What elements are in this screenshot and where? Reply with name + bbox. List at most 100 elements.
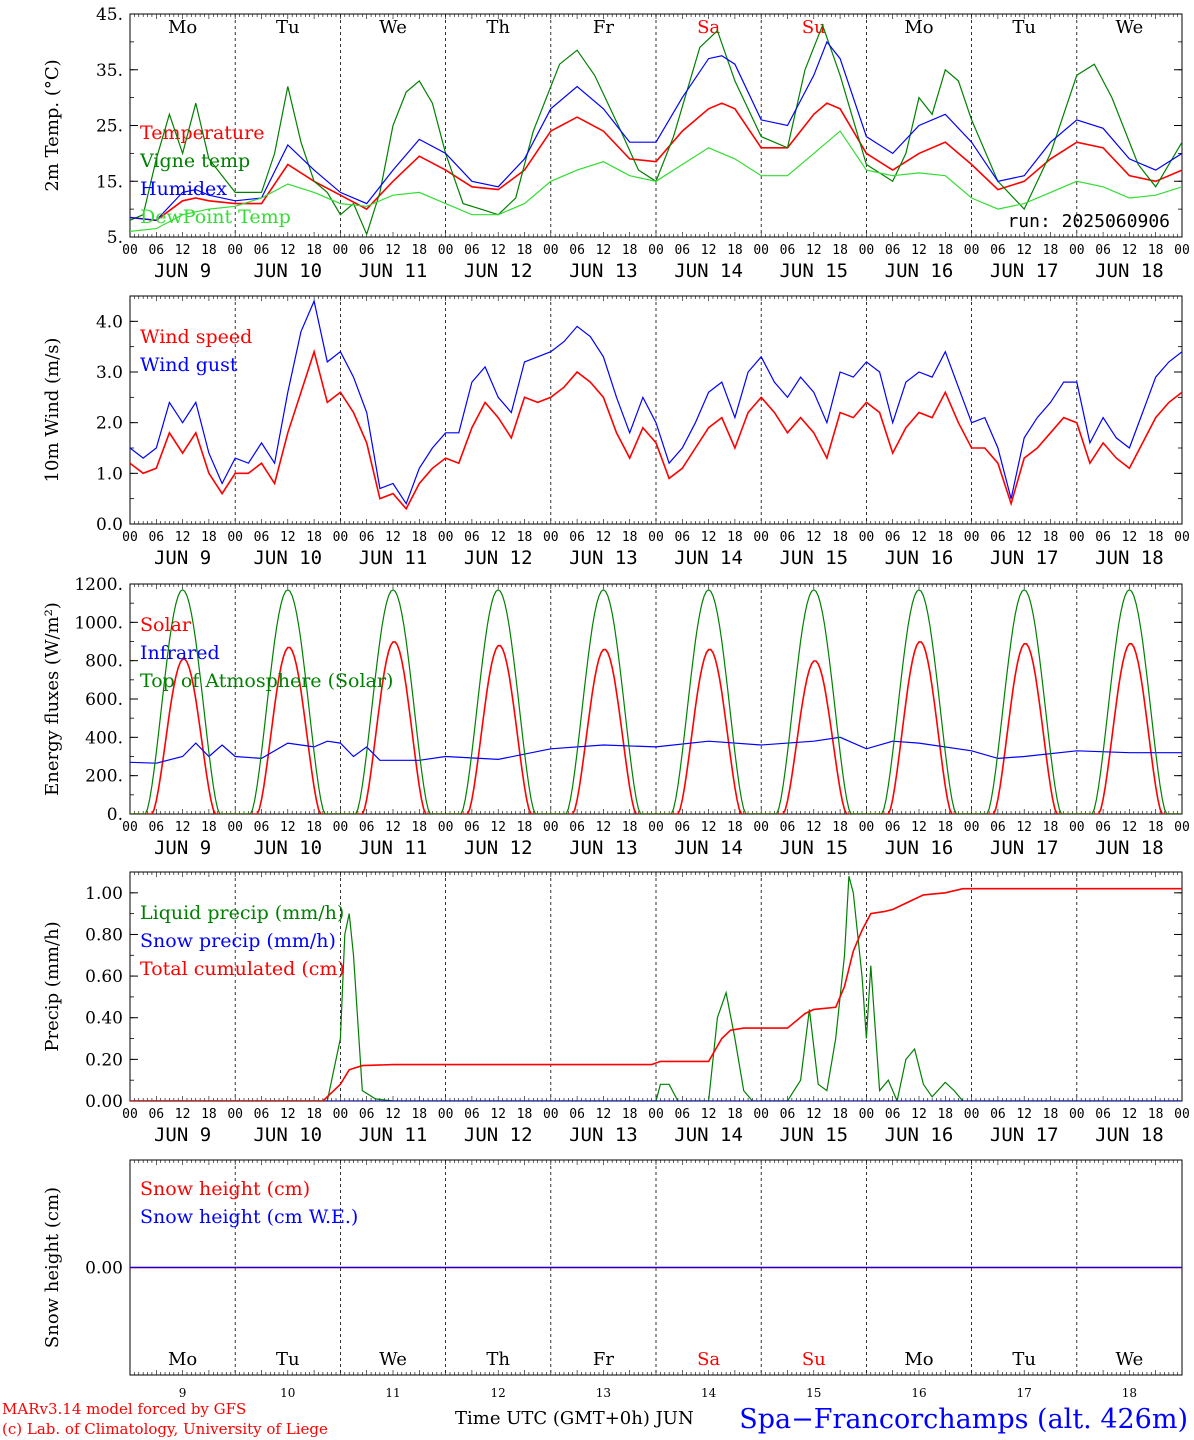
- y-tick-label: 800.: [85, 652, 123, 672]
- hour-tick-label: 00: [1174, 530, 1190, 545]
- hour-tick-label: 00: [1174, 243, 1190, 258]
- date-label: JUN 18: [1095, 260, 1164, 282]
- hour-tick-label: 00: [227, 1107, 243, 1122]
- hour-tick-label: 12: [1122, 820, 1138, 835]
- hour-tick-label: 00: [122, 243, 138, 258]
- day-number: 16: [911, 1386, 926, 1400]
- day-number: 13: [596, 1386, 611, 1400]
- day-name-bottom: Sa: [697, 1349, 720, 1370]
- hour-tick-label: 18: [201, 243, 217, 258]
- hour-tick-label: 18: [1148, 530, 1164, 545]
- legend-entry: Snow height (cm): [140, 1178, 310, 1200]
- legend-entry: Snow precip (mm/h): [140, 930, 336, 952]
- y-tick-label: 25.: [96, 117, 123, 137]
- y-tick-label: 1000.: [74, 613, 123, 633]
- date-label: JUN 17: [990, 1124, 1059, 1146]
- hour-tick-label: 18: [622, 243, 638, 258]
- hour-tick-label: 00: [438, 530, 454, 545]
- hour-tick-label: 12: [175, 530, 191, 545]
- hour-tick-label: 00: [1174, 1107, 1190, 1122]
- day-name-bottom: Tu: [1012, 1349, 1036, 1370]
- series-line-wind-speed: [130, 348, 1182, 511]
- hour-tick-label: 12: [911, 243, 927, 258]
- hour-tick-label: 00: [543, 530, 559, 545]
- day-name: Fr: [593, 17, 614, 38]
- y-tick-label: 0.80: [85, 925, 123, 945]
- hour-tick-label: 06: [780, 1107, 796, 1122]
- hour-tick-label: 00: [859, 530, 875, 545]
- y-axis-label: Precip (mm/h): [42, 921, 63, 1051]
- day-number: 17: [1017, 1386, 1032, 1400]
- hour-tick-label: 00: [1069, 243, 1085, 258]
- date-label: JUN 14: [674, 260, 743, 282]
- hour-tick-label: 12: [385, 530, 401, 545]
- hour-tick-label: 06: [148, 530, 164, 545]
- hour-tick-label: 06: [1095, 530, 1111, 545]
- y-axis-label: 2m Temp. (°C): [42, 59, 63, 191]
- hour-tick-label: 12: [806, 1107, 822, 1122]
- hour-tick-label: 00: [122, 820, 138, 835]
- date-label: JUN 17: [990, 547, 1059, 569]
- hour-tick-label: 00: [859, 1107, 875, 1122]
- day-name-bottom: We: [379, 1349, 407, 1370]
- hour-tick-label: 18: [306, 1107, 322, 1122]
- hour-tick-label: 18: [201, 530, 217, 545]
- hour-tick-label: 06: [990, 820, 1006, 835]
- hour-tick-label: 06: [569, 820, 585, 835]
- date-label: JUN 18: [1095, 547, 1164, 569]
- day-number: 11: [385, 1386, 400, 1400]
- station-title: Spa−Francorchamps (alt. 426m): [739, 1404, 1188, 1435]
- date-label: JUN 11: [359, 547, 428, 569]
- y-tick-label: 400.: [85, 728, 123, 748]
- hour-tick-label: 06: [780, 820, 796, 835]
- hour-tick-label: 12: [490, 530, 506, 545]
- hour-tick-label: 12: [911, 530, 927, 545]
- date-label: JUN 12: [464, 837, 533, 859]
- hour-tick-label: 00: [438, 1107, 454, 1122]
- date-label: JUN 15: [779, 1124, 848, 1146]
- day-name-bottom: Fr: [593, 1349, 614, 1370]
- hour-tick-label: 00: [543, 243, 559, 258]
- hour-tick-label: 06: [674, 820, 690, 835]
- hour-tick-label: 00: [438, 243, 454, 258]
- hour-tick-label: 18: [622, 1107, 638, 1122]
- date-label: JUN 12: [464, 547, 533, 569]
- series-line-temperature: [130, 102, 1182, 222]
- hour-tick-label: 18: [727, 1107, 743, 1122]
- hour-tick-label: 18: [937, 1107, 953, 1122]
- series-line-liquid-precip-mm-h-: [130, 876, 1182, 1101]
- hour-tick-label: 00: [753, 530, 769, 545]
- date-label: JUN 16: [885, 837, 954, 859]
- y-tick-label: 0.0: [96, 515, 123, 535]
- hour-tick-label: 12: [1122, 530, 1138, 545]
- hour-tick-label: 18: [1148, 820, 1164, 835]
- y-tick-label: 200.: [85, 767, 123, 787]
- hour-tick-label: 06: [148, 1107, 164, 1122]
- series-line-vigne-temp: [130, 23, 1182, 236]
- legend-entry: Infrared: [140, 642, 220, 664]
- hour-tick-label: 12: [701, 243, 717, 258]
- hour-tick-label: 12: [596, 1107, 612, 1122]
- y-tick-label: 0.60: [85, 967, 123, 987]
- date-label: JUN 17: [990, 260, 1059, 282]
- hour-tick-label: 12: [701, 1107, 717, 1122]
- hour-tick-label: 12: [911, 1107, 927, 1122]
- hour-tick-label: 18: [1043, 820, 1059, 835]
- hour-tick-label: 00: [438, 820, 454, 835]
- series-line-total-cumulated-cm-: [130, 887, 1182, 1101]
- legend-entry: Wind speed: [140, 326, 252, 348]
- hour-tick-label: 18: [306, 820, 322, 835]
- hour-tick-label: 12: [385, 1107, 401, 1122]
- date-label: JUN 12: [464, 260, 533, 282]
- legend-entry: Top of Atmosphere (Solar): [140, 670, 393, 692]
- date-label: JUN 18: [1095, 1124, 1164, 1146]
- y-axis-label: Energy fluxes (W/m²): [42, 602, 63, 796]
- hour-tick-label: 00: [1069, 1107, 1085, 1122]
- hour-tick-label: 06: [148, 820, 164, 835]
- hour-tick-label: 12: [490, 820, 506, 835]
- hour-tick-label: 06: [569, 243, 585, 258]
- hour-tick-label: 00: [122, 1107, 138, 1122]
- hour-tick-label: 12: [1122, 1107, 1138, 1122]
- hour-tick-label: 06: [780, 243, 796, 258]
- hour-tick-label: 12: [1016, 1107, 1032, 1122]
